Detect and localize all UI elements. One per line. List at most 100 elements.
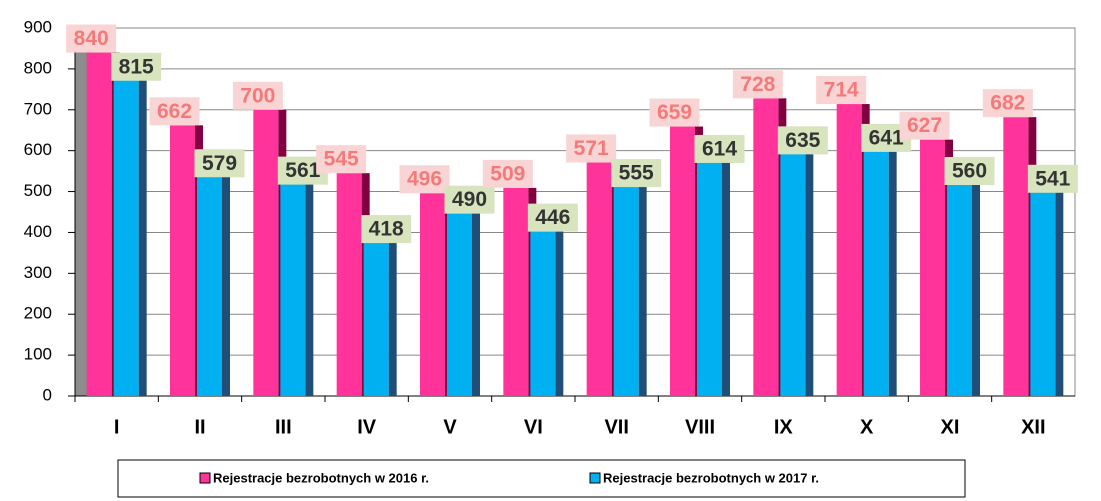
- value-label-bg: [566, 134, 617, 163]
- y-tick-label: 100: [24, 345, 52, 364]
- bar-side: [722, 144, 730, 396]
- bar: [86, 52, 112, 397]
- x-tick-label: XI: [941, 416, 960, 438]
- x-tick-label: IV: [357, 416, 377, 438]
- bar: [197, 159, 222, 396]
- y-tick-label: 200: [24, 304, 52, 323]
- bar: [920, 139, 945, 397]
- value-label: 815: [119, 55, 154, 78]
- y-tick-label: 900: [24, 17, 52, 36]
- y-tick-label: 500: [24, 181, 52, 200]
- value-label-bg: [66, 24, 117, 53]
- value-label: 714: [824, 79, 859, 102]
- value-label: 560: [952, 160, 987, 183]
- value-label-bg: [694, 134, 745, 163]
- value-label-bg: [316, 145, 367, 174]
- value-label-bg: [611, 159, 662, 188]
- value-label-bg: [816, 76, 867, 105]
- value-label: 728: [740, 73, 775, 96]
- y-tick-label: 0: [43, 385, 52, 404]
- x-tick-label: VI: [524, 416, 543, 438]
- value-label-bg: [361, 215, 412, 244]
- value-label-bg: [111, 52, 162, 81]
- bar: [420, 193, 445, 396]
- value-label: 579: [202, 152, 237, 175]
- bar: [336, 173, 362, 396]
- x-tick-label: I: [114, 416, 120, 438]
- value-label-bg: [444, 185, 495, 214]
- bar: [780, 136, 806, 396]
- value-label: 635: [785, 129, 820, 152]
- value-label-bg: [527, 203, 578, 232]
- bar-side: [472, 195, 480, 396]
- value-label: 545: [324, 148, 359, 171]
- value-label: 571: [574, 137, 609, 160]
- bar: [670, 126, 695, 396]
- x-tick-label: X: [860, 416, 874, 438]
- bar: [697, 144, 722, 396]
- x-tick-label: XII: [1021, 416, 1045, 438]
- bar: [253, 109, 279, 397]
- value-label: 659: [657, 101, 692, 124]
- bar-side: [805, 136, 814, 396]
- value-label: 561: [285, 159, 320, 182]
- bar: [1030, 174, 1056, 396]
- value-label: 840: [74, 27, 109, 50]
- legend-label: Rejestracje bezrobotnych w 2017 r.: [603, 470, 819, 485]
- value-label-bg: [944, 157, 995, 186]
- value-label-bg: [482, 159, 533, 188]
- y-tick-label: 800: [24, 58, 52, 77]
- bar: [113, 62, 139, 396]
- bar: [836, 104, 862, 396]
- value-label: 490: [452, 188, 487, 211]
- value-label-bg: [777, 126, 828, 155]
- bar: [280, 166, 306, 396]
- bar: [530, 213, 556, 396]
- value-label: 627: [907, 114, 942, 137]
- value-label: 496: [407, 168, 442, 191]
- bar: [753, 98, 779, 396]
- y-tick-label: 600: [24, 140, 52, 159]
- value-label: 555: [619, 162, 654, 185]
- y-tick-label: 700: [24, 99, 52, 118]
- value-label-bg: [982, 89, 1033, 118]
- x-tick-label: IX: [774, 416, 794, 438]
- y-tick-label: 300: [24, 263, 52, 282]
- value-label: 614: [702, 137, 737, 160]
- legend: [117, 459, 966, 498]
- value-label: 662: [157, 100, 192, 123]
- legend-swatch: [589, 472, 601, 484]
- value-label-bg: [1027, 164, 1078, 193]
- x-tick-label: VIII: [685, 416, 715, 438]
- value-label: 509: [490, 162, 525, 185]
- bar-side: [1055, 174, 1064, 396]
- value-label-bg: [149, 97, 200, 126]
- y-tick-label: 400: [24, 222, 52, 241]
- value-label: 641: [869, 126, 904, 149]
- bar-side: [138, 62, 147, 396]
- bar: [170, 125, 195, 396]
- value-label: 700: [240, 84, 275, 107]
- value-label-bg: [899, 111, 950, 140]
- bar-side: [305, 166, 314, 396]
- x-tick-label: III: [275, 416, 292, 438]
- value-label-bg: [232, 81, 283, 110]
- value-label-bg: [399, 165, 450, 194]
- bar: [863, 133, 889, 396]
- x-tick-label: II: [194, 416, 205, 438]
- legend-swatch: [199, 472, 211, 484]
- bar: [586, 162, 612, 396]
- value-label: 682: [990, 92, 1025, 115]
- legend-label: Rejestracje bezrobotnych w 2016 r.: [213, 470, 429, 485]
- value-label-bg: [732, 70, 783, 99]
- bar-side: [388, 225, 397, 396]
- bar-side: [555, 213, 564, 396]
- bar: [947, 167, 972, 396]
- bar: [363, 225, 389, 396]
- bar-side: [638, 169, 647, 396]
- value-label: 541: [1035, 167, 1070, 190]
- value-label-bg: [649, 98, 700, 127]
- x-tick-label: V: [443, 416, 457, 438]
- bar-side: [888, 133, 897, 396]
